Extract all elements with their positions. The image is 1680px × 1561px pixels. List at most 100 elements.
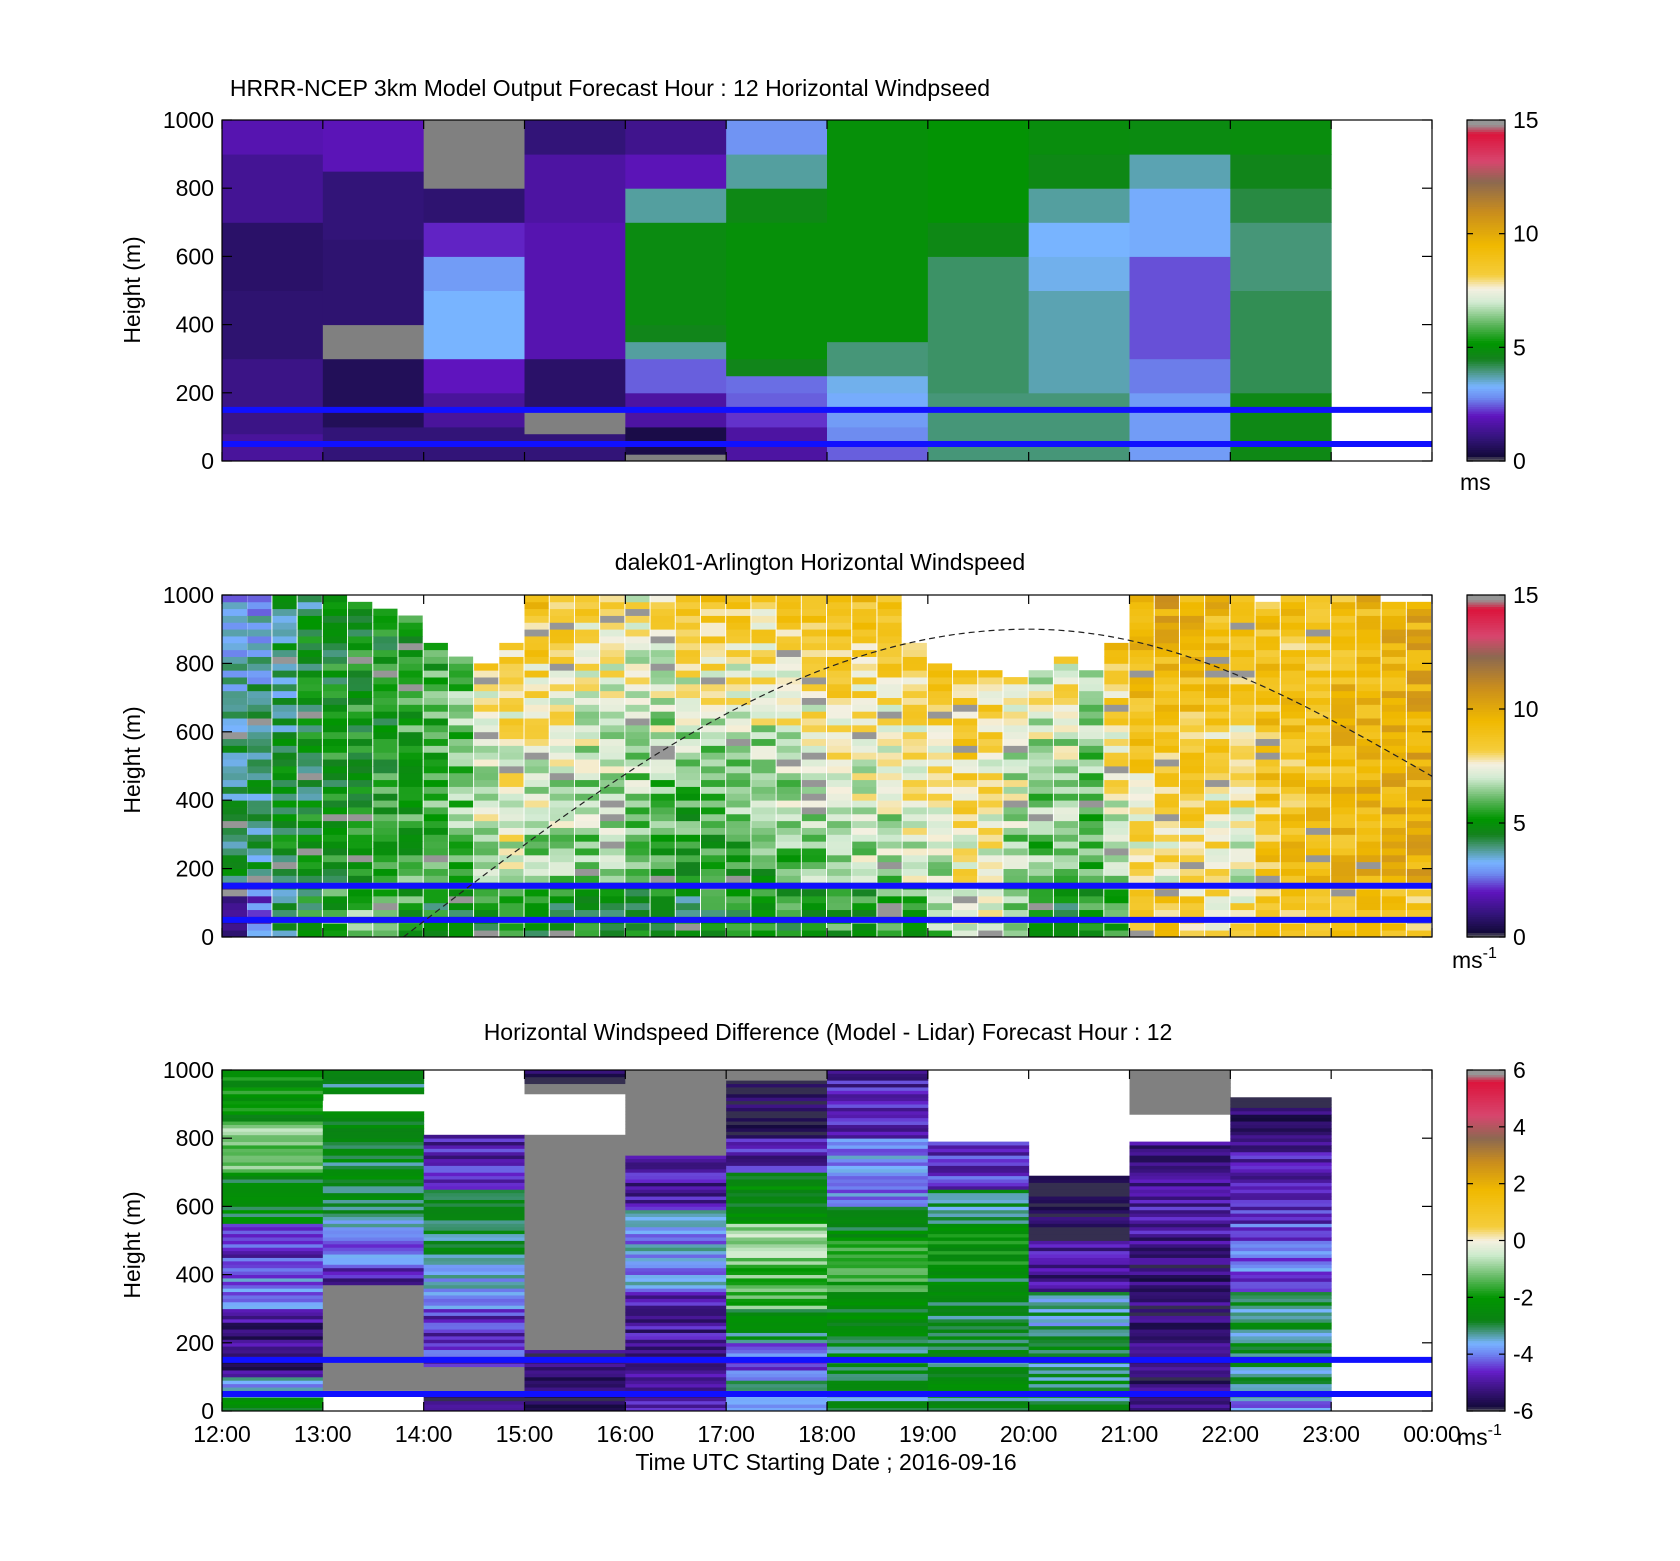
heatmap-cell [1154,738,1179,746]
heatmap-cell [1154,656,1179,664]
heatmap-cell [827,1158,929,1163]
heatmap-cell [726,1370,828,1374]
heatmap-cell [322,827,348,835]
heatmap-cell [297,636,322,644]
heatmap-cell [827,834,852,842]
heatmap-cell [222,1342,324,1347]
heatmap-cell [1003,793,1028,801]
heatmap-cell [650,683,675,692]
heatmap-cell [322,1080,425,1085]
heatmap-cell [1028,1295,1130,1299]
heatmap-cell [423,1271,525,1275]
heatmap-cell [902,861,927,869]
heatmap-cell [625,1346,727,1351]
heatmap-cell [322,239,425,326]
heatmap-cell [322,1148,425,1153]
heatmap-cell [222,1202,324,1207]
heatmap-cell [1230,1254,1332,1258]
x-tick-label: 23:00 [1302,1421,1360,1447]
heatmap-cell [827,1335,929,1340]
heatmap-cell [877,649,902,657]
heatmap-cell [751,738,776,746]
heatmap-cell [1129,779,1154,787]
heatmap-cell [650,889,675,897]
heatmap-cell [549,889,574,897]
heatmap-cell [902,848,927,856]
heatmap-cell [827,1145,929,1149]
heatmap-cell [574,813,600,822]
heatmap-cell [726,1073,828,1078]
heatmap-cell [373,848,398,856]
heatmap-cell [247,718,272,726]
heatmap-cell [1129,1233,1231,1238]
plot-overlay [222,406,1432,447]
heatmap-cell [600,766,625,774]
heatmap-cell [1230,1284,1332,1289]
heatmap-cell [675,670,700,678]
heatmap-cell [499,677,524,685]
heatmap-cell [474,786,499,794]
heatmap-cell [1028,1196,1130,1200]
colorbar-segment [1467,429,1505,433]
heatmap-cell [650,861,675,869]
heatmap-cell [1129,1281,1231,1286]
heatmap-cell [1003,861,1028,869]
heatmap-cell [524,595,549,603]
colorbar-segment [1467,381,1505,385]
heatmap-cell [524,1315,626,1320]
heatmap-cell [625,1342,727,1347]
heatmap-cell [1205,868,1230,876]
heatmap-cell [423,1151,525,1156]
heatmap-cell [423,1404,525,1408]
heatmap-cell [1331,902,1356,911]
heatmap-cell [927,1325,1030,1330]
heatmap-cell [1028,1257,1130,1262]
heatmap-cell [1230,779,1255,787]
heatmap-cell [574,827,600,835]
heatmap-cell [902,930,927,938]
heatmap-cell [650,608,675,616]
heatmap-cell [222,697,248,705]
heatmap-cell [1230,1240,1332,1245]
heatmap-cell [499,718,524,726]
heatmap-cell [1230,1329,1332,1333]
heatmap-cell [625,827,650,835]
heatmap-cell [625,1366,727,1371]
heatmap-cell [625,1168,727,1173]
heatmap-cell [700,923,726,931]
heatmap-cell [524,1141,626,1146]
heatmap-cell [1079,786,1104,794]
heatmap-cell [448,807,474,815]
heatmap-cell [1079,779,1104,787]
heatmap-cell [423,1315,525,1320]
colorbar-segment [1467,875,1505,879]
heatmap-cell [272,895,297,904]
colorbar-segment [1467,1385,1505,1389]
colorbar-segment [1467,1376,1505,1380]
heatmap-cell [978,800,1003,808]
heatmap-cell [1028,1237,1130,1241]
heatmap-cell [1129,923,1154,931]
heatmap-cell [1406,711,1432,719]
heatmap-cell [297,601,322,610]
colorbar-segment [1467,1210,1505,1214]
colorbar-segment [1467,285,1505,289]
heatmap-cell [322,1254,425,1258]
heatmap-cell [1205,642,1230,651]
colorbar-segment [1467,791,1505,794]
heatmap-cell [1028,1335,1130,1340]
heatmap-cell [1129,1104,1231,1108]
heatmap-cell [726,861,751,869]
heatmap-cell [1381,875,1406,883]
heatmap-cell [1280,889,1305,897]
heatmap-cell [1230,1145,1332,1149]
heatmap-cell [524,779,549,787]
heatmap-cell [902,731,927,740]
heatmap-cell [827,731,852,740]
heatmap-cell [726,615,751,623]
heatmap-cell [978,848,1003,856]
heatmap-cell [827,930,852,938]
heatmap-cell [1129,1097,1231,1102]
heatmap-cell [726,1247,828,1252]
heatmap-cell [650,752,675,760]
